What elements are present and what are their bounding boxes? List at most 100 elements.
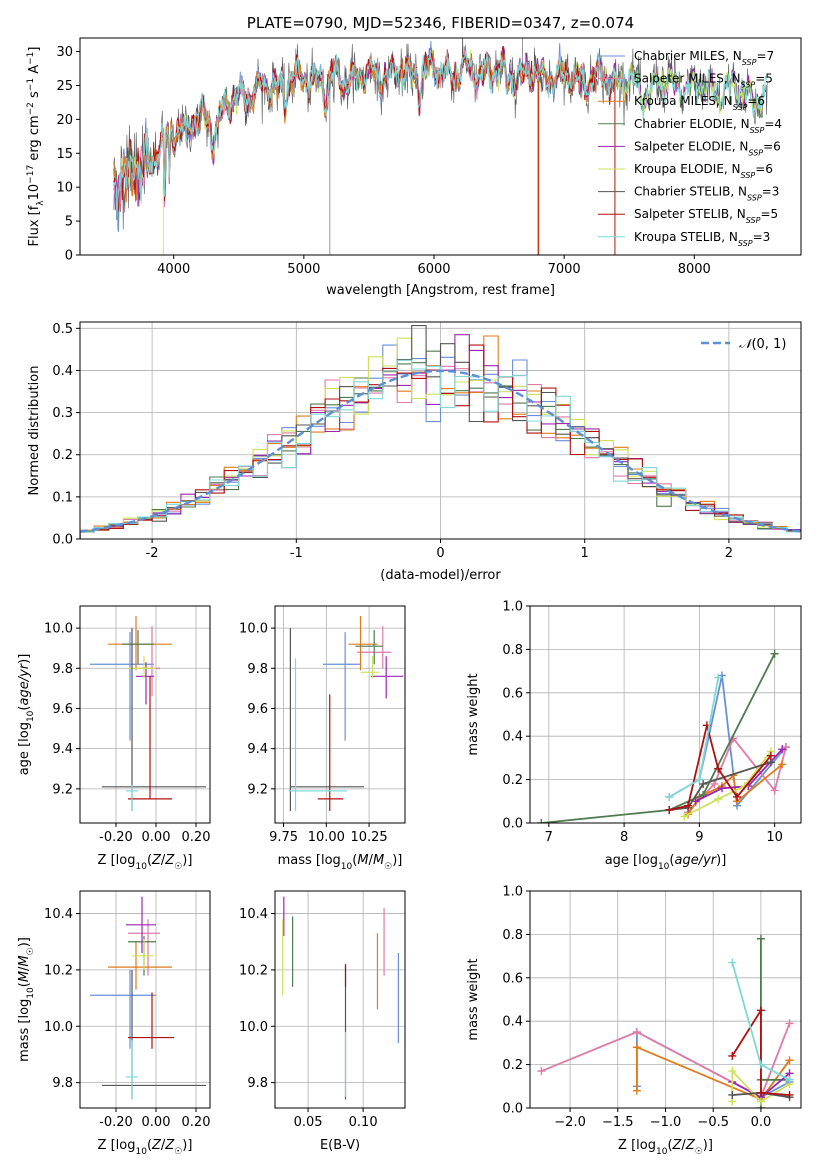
errorbar-salpeter_miles xyxy=(138,626,160,697)
axes-frame xyxy=(274,890,406,1109)
x-tick-label: 0.20 xyxy=(182,830,211,845)
weight-series-kroupa_stelib xyxy=(728,958,794,1084)
errorbar-kroupa_stelib xyxy=(126,784,138,811)
x-tick-label: 9 xyxy=(695,830,703,845)
x-tick-label: 0.20 xyxy=(182,1115,211,1130)
weight-marker xyxy=(728,958,737,967)
x-tick-label: 1 xyxy=(581,546,589,561)
errorbar-chabrier_stelib xyxy=(102,628,206,811)
errorbar-kroupa_miles xyxy=(348,616,378,671)
x-tick-label: 7 xyxy=(545,830,553,845)
axes-frame xyxy=(274,605,406,824)
weight-marker xyxy=(699,779,708,788)
y-tick-label: 0 xyxy=(65,249,73,264)
y-tick-label: 0.8 xyxy=(502,643,523,658)
x-tick-label: −1.5 xyxy=(602,1115,634,1130)
legend-label: Chabrier MILES, NSSP=7 xyxy=(634,49,774,67)
weight-marker xyxy=(728,1067,737,1076)
y-tick-label: 10.0 xyxy=(44,1020,73,1035)
x-tick-label: -1 xyxy=(290,546,303,561)
y-tick-label: 10.4 xyxy=(239,907,268,922)
errorbar-salpeter_stelib xyxy=(317,694,344,811)
x-tick-label: −1.0 xyxy=(650,1115,682,1130)
errorbar-chabrier_elodie xyxy=(122,630,154,665)
y-tick-label: 0.4 xyxy=(502,730,523,745)
weight-series-kroupa_elodie xyxy=(728,1067,794,1106)
residuals-ylabel: Normed distribution xyxy=(27,366,42,496)
x-tick-label: 10.25 xyxy=(350,830,387,845)
spectrum-xlabel: wavelength [Angstrom, rest frame] xyxy=(326,283,555,298)
weight-marker xyxy=(785,1019,794,1028)
gaussian-curve xyxy=(80,369,801,533)
y-tick-label: 0.1 xyxy=(52,490,73,505)
y-tick-label: 0.2 xyxy=(52,448,73,463)
age-vs-Z-xlabel: Z [log10(Z/Z☉)] xyxy=(98,853,193,872)
x-tick-label: 0.10 xyxy=(349,1115,378,1130)
axes-frame xyxy=(79,605,211,824)
mass_vs_Z-axes: -0.20 0.00 0.20 9.8 10.0 10.2 10.4 Z [log10(Z/Z… xyxy=(17,890,211,1157)
weight-marker xyxy=(537,819,546,823)
y-tick-label: 15 xyxy=(56,147,73,162)
weight-marker xyxy=(714,673,723,682)
y-tick-label: 0.6 xyxy=(502,686,523,701)
x-tick-label: 8 xyxy=(620,830,628,845)
spectrum-ylabel: Flux [fλ10−17 erg cm−2 s−1 A−1] xyxy=(26,47,46,247)
errorbar-kroupa_stelib xyxy=(288,658,347,811)
weight-marker xyxy=(770,649,779,658)
weight_vs_age-axes: 7 8 9 10 0.0 0.2 0.4 0.6 0.8 1.0 age [log10(age/yr… xyxy=(466,600,802,872)
histogram-kroupa_stelib xyxy=(80,359,801,539)
x-tick-label: 2 xyxy=(725,546,733,561)
age_vs_Z-plot-area xyxy=(90,616,206,811)
weight-marker xyxy=(756,934,765,943)
legend-label: Kroupa STELIB, NSSP=3 xyxy=(634,230,770,248)
y-tick-label: 1.0 xyxy=(502,885,523,900)
x-tick-label: 8000 xyxy=(678,262,711,277)
residuals-plot-area xyxy=(80,325,801,539)
weight_vs_age-plot-area xyxy=(537,649,790,823)
y-tick-label: 0.0 xyxy=(502,817,523,832)
spectrum-series-kroupa_stelib xyxy=(113,50,768,220)
errorbar-salpeter_elodie xyxy=(370,656,404,699)
errorbar-kroupa_elodie xyxy=(132,938,154,970)
y-tick-label: 0.3 xyxy=(52,406,73,421)
weight-marker xyxy=(680,812,689,821)
residuals-xlabel: (data-model)/error xyxy=(380,568,501,583)
y-tick-label: 0.0 xyxy=(52,533,73,548)
legend-label: Kroupa ELODIE, NSSP=6 xyxy=(634,162,773,180)
weight_vs_age-ylabel: mass weight xyxy=(466,673,481,755)
x-tick-label: 10 xyxy=(766,830,783,845)
errorbar-chabrier_elodie xyxy=(355,630,383,665)
weight-marker xyxy=(717,784,726,793)
errorbar-kroupa_miles xyxy=(108,616,172,671)
mass_vs_Z-plot-area xyxy=(90,896,206,1100)
spectrum-plot-area xyxy=(113,38,768,255)
weight-marker xyxy=(714,795,723,804)
y-tick-label: 0.2 xyxy=(502,1058,523,1073)
age-vs-mass-xlabel: mass [log10(M/M☉)] xyxy=(278,853,403,872)
x-tick-label: 0.0 xyxy=(751,1115,772,1130)
errorbar-kroupa_miles xyxy=(108,941,172,990)
x-tick-label: 0.00 xyxy=(142,1115,171,1130)
legend-label: Chabrier ELODIE, NSSP=4 xyxy=(634,117,782,135)
weight-marker xyxy=(632,1043,641,1052)
errorbar-chabrier_miles xyxy=(90,632,154,741)
weight-marker xyxy=(710,779,719,788)
mass_vs_EBV-plot-area xyxy=(282,896,399,1100)
x-tick-label: 10.00 xyxy=(308,830,345,845)
x-tick-label: −2.0 xyxy=(554,1115,586,1130)
age_vs_Z-axes: -0.20 0.00 0.20 9.2 9.4 9.6 9.8 10.0 Z [log10(Z/… xyxy=(17,605,211,872)
x-tick-label: 0.05 xyxy=(294,1115,323,1130)
y-tick-label: 9.6 xyxy=(52,702,73,717)
weight-marker xyxy=(684,801,693,810)
spectrum-axes: 4000 5000 6000 7000 8000 0 5 10 15 20 25 30 PLATE=07… xyxy=(26,14,802,298)
x-tick-label: 5000 xyxy=(287,262,320,277)
weight-marker xyxy=(695,775,704,784)
weight-marker xyxy=(778,745,787,754)
weight_vs_Z-ylabel: mass weight xyxy=(466,958,481,1040)
weight-marker xyxy=(733,792,742,801)
legend-label: 𝒩(0, 1) xyxy=(739,337,786,352)
weight-series-salpeter_stelib xyxy=(728,1006,794,1099)
y-tick-label: 0.2 xyxy=(502,773,523,788)
weight-marker xyxy=(756,1088,765,1097)
